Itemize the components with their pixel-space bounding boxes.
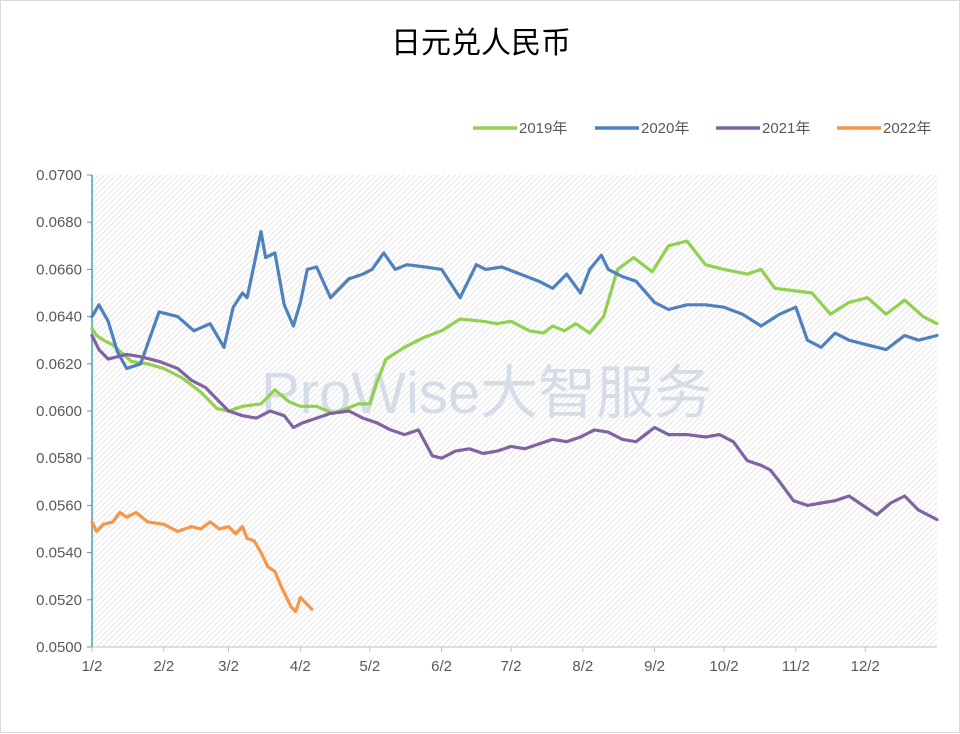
y-tick-label: 0.0540: [36, 545, 82, 562]
legend-label: 2021年: [762, 120, 810, 137]
y-tick-label: 0.0560: [36, 497, 82, 514]
series-line-3: [90, 333, 939, 522]
x-tick-label: 7/2: [501, 658, 522, 675]
y-tick-label: 0.0580: [36, 450, 82, 467]
y-tick-label: 0.0640: [36, 309, 82, 326]
legend-label: 2019年: [519, 120, 567, 137]
watermark-text: ProWise大智服务: [261, 361, 712, 426]
y-tick-label: 0.0680: [36, 214, 82, 231]
y-tick-label: 0.0600: [36, 403, 82, 420]
x-tick-label: 2/2: [153, 658, 174, 675]
series-line-2: [90, 230, 939, 371]
watermark: ProWise大智服务: [261, 361, 712, 426]
x-tick-label: 11/2: [782, 658, 810, 675]
x-tick-label: 6/2: [431, 658, 452, 675]
y-tick-label: 0.0620: [36, 356, 82, 373]
y-tick-label: 0.0660: [36, 261, 82, 278]
legend-label: 2022年: [883, 120, 931, 137]
x-tick-label: 12/2: [851, 658, 880, 675]
x-tick-label: 3/2: [218, 658, 239, 675]
x-tick-label: 10/2: [709, 658, 738, 675]
legend-label: 2020年: [641, 120, 689, 137]
y-tick-label: 0.0700: [36, 167, 82, 184]
series-line-1: [90, 239, 939, 415]
series-line-4: [90, 510, 314, 614]
x-tick-label: 9/2: [644, 658, 665, 675]
x-tick-label: 5/2: [359, 658, 380, 675]
y-tick-label: 0.0520: [36, 592, 82, 609]
x-tick-label: 8/2: [572, 658, 593, 675]
x-tick-label: 4/2: [290, 658, 311, 675]
x-tick-label: 1/2: [82, 658, 103, 675]
y-tick-label: 0.0500: [36, 639, 82, 656]
chart-title: 日元兑人民币: [391, 26, 571, 61]
